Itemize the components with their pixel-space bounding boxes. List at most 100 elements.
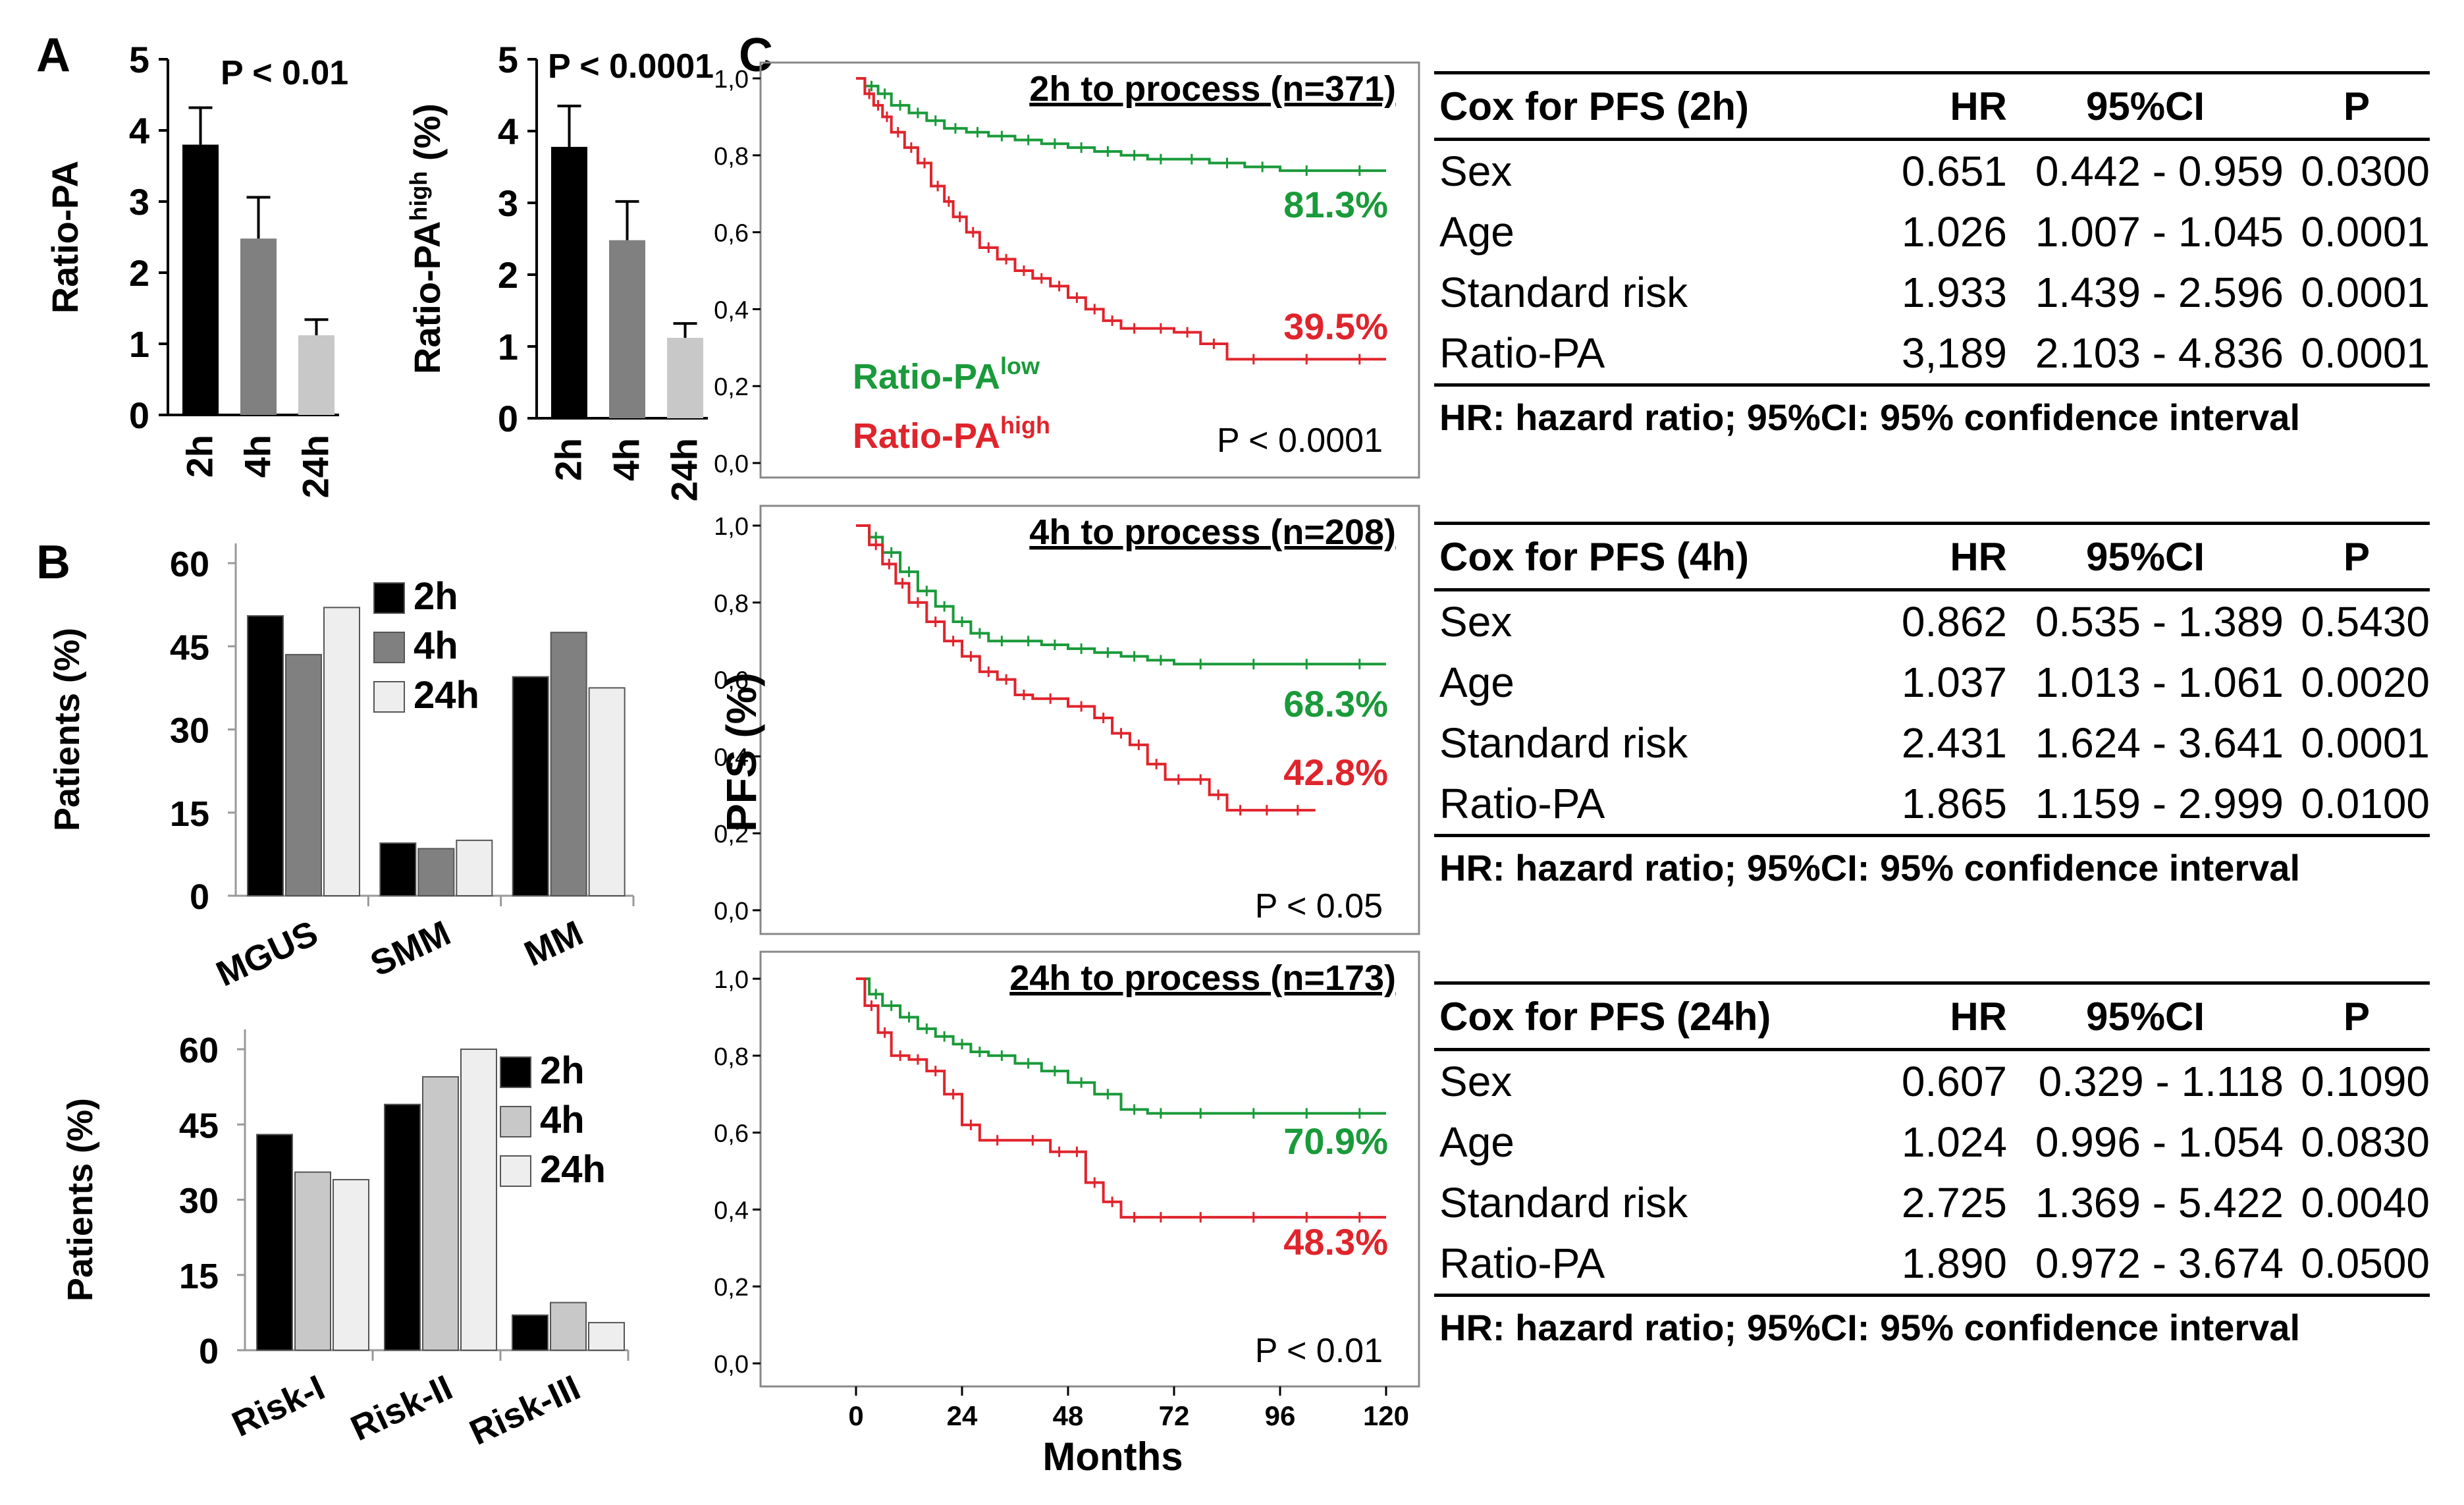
km-plot-C3: 0,0 0,2 0,4 0,6 0,8 1,0 24h to process (n=173)… [714, 950, 1420, 1479]
chart-b-diagnosis: 0 15 30 45 60 MGUS SMM MM Patients (%) 2h 4h 24h [47, 543, 635, 994]
table-cell: 0.0040 [2301, 1179, 2430, 1226]
table-cell: 0.0001 [2301, 269, 2430, 316]
table-cell: 0.1090 [2301, 1058, 2430, 1105]
table-cell: Age [1439, 659, 1514, 706]
table-header-cell: HR [1950, 84, 2007, 128]
y-tick-label: 4 [129, 110, 149, 151]
panel-label-a: A [36, 29, 70, 82]
y-tick-label: 0,6 [714, 667, 749, 695]
km-title: 4h to process (n=208) [1029, 512, 1396, 552]
legend-swatch-2h [373, 582, 405, 614]
survival-label-red: 39.5% [1283, 306, 1388, 347]
table-cell: 0.862 [1901, 598, 2007, 645]
x-tick-label: Risk-II [345, 1367, 458, 1448]
y-tick-label: 1 [129, 323, 149, 365]
table-header-cell: 95%CI [2085, 534, 2205, 579]
table-cell: 0.0300 [2301, 148, 2430, 195]
legend-sup: high [1000, 412, 1050, 439]
legend-label-2h: 2h [414, 575, 458, 618]
table-header-cell: P [2343, 534, 2370, 579]
km-title: 24h to process (n=173) [1009, 958, 1396, 998]
y-tick-label: 0,4 [714, 1197, 749, 1224]
y-tick-label: 60 [179, 1031, 219, 1070]
y-tick-label: 5 [129, 39, 149, 80]
table-cell: 1.013 - 1.061 [2035, 659, 2284, 706]
plot-frame [759, 950, 1420, 1388]
survival-label-green: 81.3% [1283, 184, 1388, 225]
table-header-cell: P [2343, 994, 2370, 1039]
table-cell: 1.890 [1901, 1240, 2007, 1287]
y-axis-label: Ratio-PA [44, 161, 86, 314]
y-tick-label: 0,8 [714, 1043, 749, 1071]
table-cell: 1.024 [1901, 1118, 2007, 1166]
survival-label-green: 70.9% [1283, 1120, 1388, 1162]
table-cell: Ratio-PA [1439, 780, 1605, 827]
y-axis-label: PFS (%) [718, 672, 765, 832]
panel-label-c: C [739, 29, 773, 82]
table-header-cell: HR [1950, 534, 2007, 579]
legend-swatch-24h [500, 1155, 531, 1187]
table-cell: 2.725 [1901, 1179, 2007, 1226]
bar-Risk-I-2h [256, 1134, 293, 1351]
y-tick-label: 45 [170, 628, 209, 667]
table-header-cell: Cox for PFS (4h) [1439, 534, 1750, 579]
survival-curve-red [856, 977, 1386, 1219]
table-header-cell: Cox for PFS (2h) [1439, 84, 1750, 128]
y-tick-label: 0,6 [714, 220, 749, 248]
x-tick-label: 2h [548, 438, 589, 481]
legend-label-4h: 4h [414, 624, 458, 667]
table-cell: 1.624 - 3.641 [2035, 719, 2284, 767]
legend-label-4h: 4h [540, 1099, 585, 1141]
bar-Risk-I-4h [294, 1171, 331, 1351]
table-row: Age 1.024 0.996 - 1.054 0.0830 [1434, 1112, 2430, 1172]
y-tick-label: 45 [179, 1106, 219, 1145]
chart-b-risk: 0 15 30 45 60 Risk-I Risk-II Risk-III Patients (… [61, 1029, 629, 1453]
x-tick-label: 4h [237, 435, 279, 478]
y-tick-label: 30 [179, 1182, 219, 1221]
x-tick-label: 0 [848, 1400, 863, 1431]
y-tick-label: 0,6 [714, 1120, 749, 1148]
y-tick-label: 0 [129, 395, 149, 436]
y-tick-label: 0 [190, 877, 209, 917]
legend-high: Ratio-PAhigh [853, 412, 1050, 456]
survival-curve-red [856, 524, 1316, 812]
bar-Risk-I-24h [333, 1179, 369, 1351]
panel-label-b: B [36, 536, 70, 589]
y-tick-label: 15 [170, 794, 209, 834]
survival-label-red: 42.8% [1283, 752, 1388, 793]
y-tick-label: 4 [498, 111, 518, 152]
cox-table: Cox for PFS (2h) HR 95%CI P Sex 0.651 0.442 - … [1434, 71, 2430, 387]
x-tick-label: 120 [1363, 1400, 1409, 1431]
censor-marks-red [868, 88, 1361, 365]
table-cell: 2.103 - 4.836 [2035, 329, 2284, 377]
table-cell: Sex [1439, 598, 1513, 645]
x-tick-label: 48 [1053, 1400, 1084, 1431]
bar-Risk-III-2h [512, 1314, 549, 1352]
p-value: P < 0.01 [1255, 1332, 1383, 1370]
x-tick-label: 96 [1265, 1400, 1296, 1431]
table-cell: 1.439 - 2.596 [2035, 269, 2284, 316]
table-footnote: HR: hazard ratio; 95%CI: 95% confidence … [1439, 1307, 2301, 1348]
survival-curve-red [856, 77, 1386, 361]
bar-24h [298, 335, 335, 415]
chart-a-ratio-pa-high: 0 1 2 3 4 5 2h 4h 24h P < 0.0001 Ratio-PAhigh (%) [405, 39, 714, 502]
table-header-row: Cox for PFS (4h) HR 95%CI P [1434, 523, 2430, 590]
table-cell: 1.369 - 5.422 [2035, 1179, 2284, 1226]
y-tick-label: 60 [170, 545, 209, 584]
table-cell: Standard risk [1439, 719, 1688, 767]
y-tick-label: 0,0 [714, 451, 749, 478]
table-cell: 0.0020 [2301, 659, 2430, 706]
p-value: P < 0.0001 [1217, 422, 1383, 460]
table-row: Sex 0.862 0.535 - 1.389 0.5430 [1434, 590, 2430, 653]
table-row: Standard risk 1.933 1.439 - 2.596 0.0001 [1434, 262, 2430, 323]
bar-MGUS-24h [323, 607, 360, 896]
legend-label-2h: 2h [540, 1049, 585, 1092]
y-tick-label: 3 [498, 182, 518, 224]
table-cell: Ratio-PA [1439, 1240, 1605, 1287]
p-value: P < 0.0001 [548, 47, 714, 86]
bar-2h [551, 146, 587, 419]
y-axis-label: Ratio-PAhigh (%) [405, 103, 448, 374]
plot-frame [759, 505, 1420, 935]
y-axis-label: Patients (%) [47, 628, 87, 831]
y-axis-label-suffix: (%) [406, 103, 448, 171]
